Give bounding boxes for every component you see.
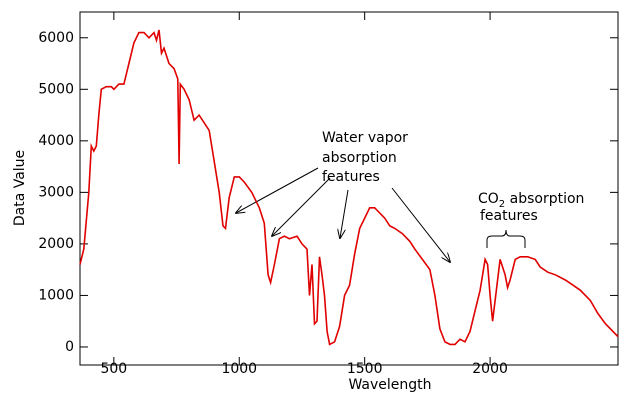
annotation: features — [480, 208, 538, 224]
x-tick-label: 1000 — [221, 361, 257, 377]
arrows — [236, 167, 526, 262]
spectrum-line — [79, 29, 619, 346]
annotation: features — [322, 169, 380, 185]
y-tick-label: 3000 — [38, 184, 74, 200]
x-tick-label: 1500 — [347, 361, 383, 377]
annotation: absorption — [322, 150, 397, 166]
y-tick-label: 6000 — [38, 30, 74, 46]
annotation: CO2 absorption — [478, 191, 584, 210]
x-axis-label: Wavelength — [348, 377, 431, 393]
annotation: absorption — [505, 191, 584, 207]
y-tick-label: 0 — [65, 339, 74, 355]
y-tick-label: 2000 — [38, 236, 74, 252]
x-tick-label: 500 — [100, 361, 127, 377]
y-tick-label: 1000 — [38, 287, 74, 303]
y-tick-label: 5000 — [38, 81, 74, 97]
y-tick-label: 4000 — [38, 133, 74, 149]
x-tick-label: 2000 — [472, 361, 508, 377]
annotation: 2 — [499, 199, 505, 210]
annotation: CO — [478, 191, 499, 207]
plot-frame — [79, 11, 619, 366]
y-axis-label: Data Value — [12, 150, 28, 226]
annotation: Water vapor — [322, 130, 408, 146]
